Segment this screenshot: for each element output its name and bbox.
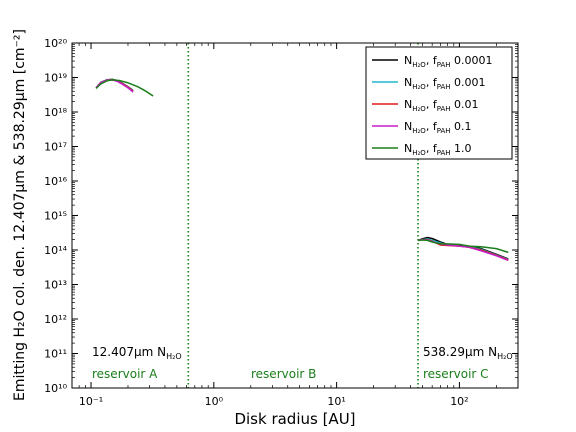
x-tick-label: 10⁻¹ [79,395,103,408]
series-line-outer [417,239,509,254]
y-tick-label: 10¹⁵ [44,210,67,223]
axis-tick-labels: 10¹⁰ 10¹¹ 10¹² 10¹³ 10¹⁴ 10¹⁵ 10¹⁶ 10¹⁷ 10¹⁸ 10¹⁹… [44,37,468,408]
legend-label: NH₂O, fPAH 0.01 [404,98,479,113]
y-tick-label: 10¹⁸ [44,106,67,119]
x-axis-label: Disk radius [AU] [234,410,355,428]
series-lines [95,78,509,262]
y-tick-label: 10¹² [44,313,67,326]
y-tick-label: 10¹⁰ [44,382,67,395]
legend: NH₂O, fPAH 0.0001 NH₂O, fPAH 0.001 NH₂O, f… [365,46,513,160]
legend-entries: NH₂O, fPAH 0.0001 NH₂O, fPAH 0.001 NH₂O, f… [372,54,493,157]
series-line-outer [417,238,509,261]
legend-entry: NH₂O, fPAH 0.1 [372,120,472,135]
x-tick-label: 10¹ [327,395,345,408]
series-line-outer [417,238,509,262]
legend-entry: NH₂O, fPAH 0.0001 [372,54,493,69]
reservoir-c-label: reservoir C [423,367,489,381]
legend-label: NH₂O, fPAH 0.001 [404,76,486,91]
legend-entry: NH₂O, fPAH 0.01 [372,98,479,113]
legend-box [365,46,513,160]
legend-label: NH₂O, fPAH 0.0001 [404,54,493,69]
y-tick-label: 10¹⁶ [44,175,67,188]
legend-label: NH₂O, fPAH 1.0 [404,142,472,157]
y-tick-label: 10¹⁴ [44,244,67,257]
y-tick-label: 10¹⁹ [44,72,67,85]
series-line-inner [95,79,154,97]
inner-region-label: 12.407μm NH₂O [92,345,182,361]
y-tick-label: 10²⁰ [44,37,67,50]
y-tick-label: 10¹¹ [44,348,67,361]
x-tick-label: 10⁰ [205,395,224,408]
x-tick-label: 10² [450,395,468,408]
legend-entry: NH₂O, fPAH 1.0 [372,142,472,157]
y-axis-label: Emitting H₂O col. den. 12.407μm & 538.29… [12,29,28,401]
axis-ticks [71,42,519,389]
y-tick-label: 10¹³ [44,279,67,292]
legend-label: NH₂O, fPAH 0.1 [404,120,472,135]
reservoir-a-label: reservoir A [92,367,158,381]
legend-entry: NH₂O, fPAH 0.001 [372,76,486,91]
reservoir-b-label: reservoir B [251,367,316,381]
y-tick-label: 10¹⁷ [44,141,67,154]
outer-region-label: 538.29μm NH₂O [423,345,513,361]
